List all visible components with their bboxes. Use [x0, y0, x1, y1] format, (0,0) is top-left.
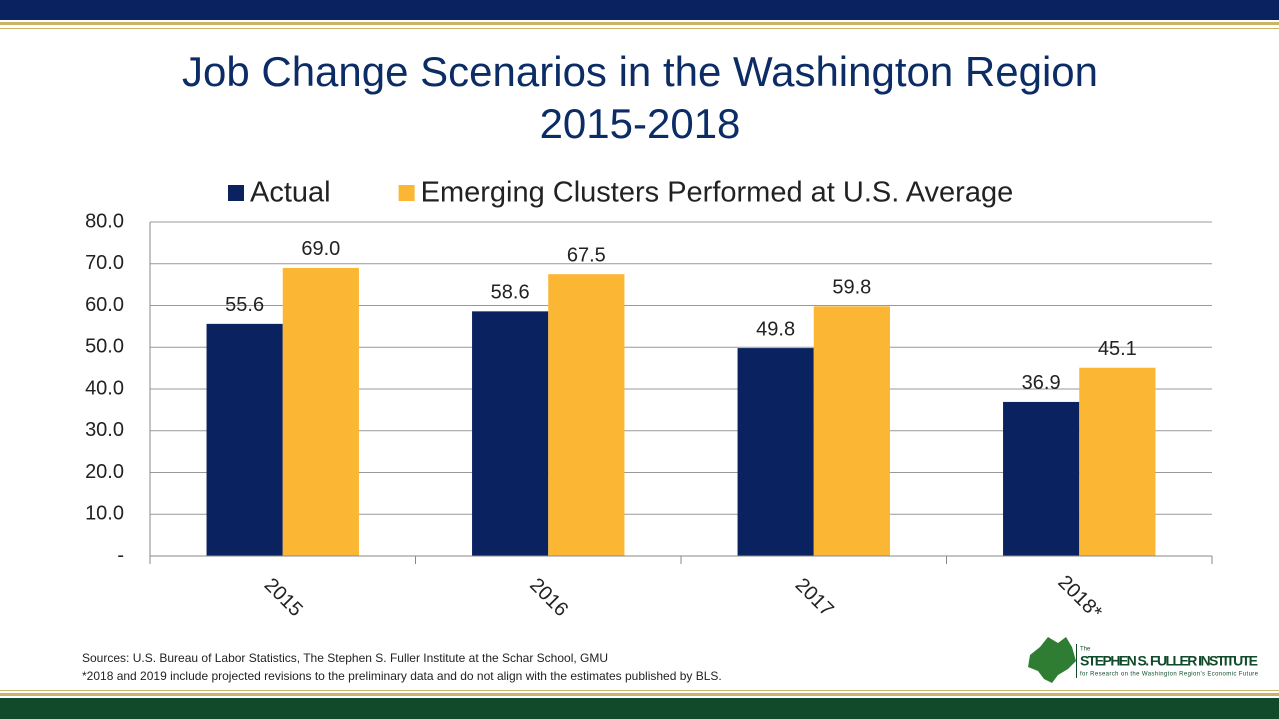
- x-tick-label: 2017: [791, 574, 838, 621]
- top-rule: [0, 22, 1279, 25]
- top-band: [0, 0, 1279, 20]
- bar: [206, 323, 283, 556]
- data-label: 49.8: [756, 318, 795, 340]
- bar: [548, 274, 625, 556]
- logo-name: STEPHEN S. FULLER INSTITUTE: [1080, 653, 1258, 669]
- bottom-rule: [0, 693, 1279, 696]
- y-tick-label: -: [117, 544, 124, 566]
- bar: [472, 311, 549, 556]
- bar: [1003, 401, 1080, 556]
- y-tick-label: 40.0: [85, 377, 124, 399]
- x-tick-label: 2015: [260, 574, 307, 621]
- bottom-band: [0, 698, 1279, 719]
- logo-shape: [1028, 637, 1076, 683]
- data-label: 67.5: [567, 244, 606, 266]
- data-label: 59.8: [832, 277, 871, 299]
- legend-label: Actual: [250, 177, 331, 209]
- x-tick-label: 2016: [525, 574, 572, 621]
- bar: [282, 267, 359, 556]
- bottom-rule-thin: [0, 690, 1279, 691]
- data-label: 55.6: [225, 294, 264, 316]
- bar: [737, 348, 814, 556]
- y-tick-label: 20.0: [85, 461, 124, 483]
- y-tick-label: 70.0: [85, 252, 124, 274]
- chart-subtitle: 2015-2018: [540, 100, 741, 147]
- y-tick-label: 10.0: [85, 503, 124, 525]
- sources: Sources: U.S. Bureau of Labor Statistics…: [82, 651, 608, 665]
- note: *2018 and 2019 include projected revisio…: [82, 669, 722, 683]
- y-tick-label: 80.0: [85, 210, 124, 232]
- y-tick-label: 50.0: [85, 336, 124, 358]
- data-label: 36.9: [1022, 372, 1061, 394]
- legend-swatch: [228, 185, 244, 201]
- chart-title: Job Change Scenarios in the Washington R…: [182, 48, 1098, 95]
- data-label: 45.1: [1098, 338, 1137, 360]
- legend-swatch: [398, 185, 415, 201]
- y-tick-label: 30.0: [85, 419, 124, 441]
- data-label: 58.6: [491, 282, 530, 304]
- logo-small: The: [1080, 647, 1091, 653]
- legend-label: Emerging Clusters Performed at U.S. Aver…: [421, 177, 1014, 209]
- logo-divider: [1076, 644, 1077, 678]
- y-tick-label: 60.0: [85, 294, 124, 316]
- data-label: 69.0: [301, 238, 340, 260]
- bar: [1079, 367, 1156, 556]
- logo-tagline: for Research on the Washington Region's …: [1080, 672, 1259, 678]
- top-rule-thin: [0, 28, 1279, 29]
- bar: [813, 306, 890, 556]
- x-tick-label: 2018*: [1053, 571, 1106, 624]
